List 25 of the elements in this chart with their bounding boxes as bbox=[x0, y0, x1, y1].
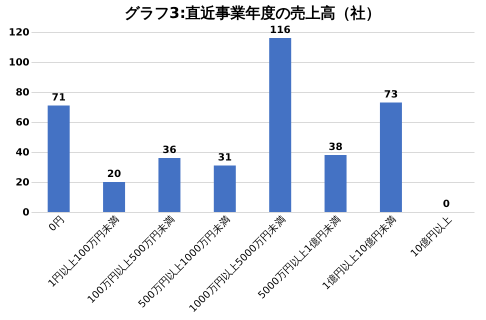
bar bbox=[324, 155, 347, 212]
x-tick-label: 10億円以上 bbox=[408, 214, 454, 260]
data-label: 116 bbox=[270, 25, 291, 36]
y-tick-label: 100 bbox=[8, 58, 30, 68]
bar bbox=[48, 106, 70, 212]
bar bbox=[380, 102, 402, 212]
bar bbox=[269, 38, 292, 212]
bar bbox=[158, 158, 180, 212]
data-label: 0 bbox=[442, 199, 450, 210]
data-label: 36 bbox=[162, 145, 176, 156]
y-tick-label: 80 bbox=[16, 88, 30, 98]
chart-title: グラフ3:直近事業年度の売上高（社） bbox=[124, 4, 381, 22]
data-label: 73 bbox=[384, 90, 398, 100]
data-label: 38 bbox=[328, 142, 343, 153]
data-label: 71 bbox=[52, 92, 66, 104]
y-tick-label: 0 bbox=[22, 208, 30, 218]
y-tick-label: 120 bbox=[8, 28, 30, 38]
bar bbox=[214, 166, 236, 212]
data-label: 20 bbox=[107, 169, 122, 180]
y-tick-label: 60 bbox=[16, 118, 30, 128]
bar bbox=[103, 182, 126, 212]
x-tick-label: 0円 bbox=[47, 214, 66, 234]
data-label: 31 bbox=[218, 152, 232, 164]
y-tick-label: 20 bbox=[16, 178, 30, 188]
y-tick-label: 40 bbox=[16, 148, 30, 158]
